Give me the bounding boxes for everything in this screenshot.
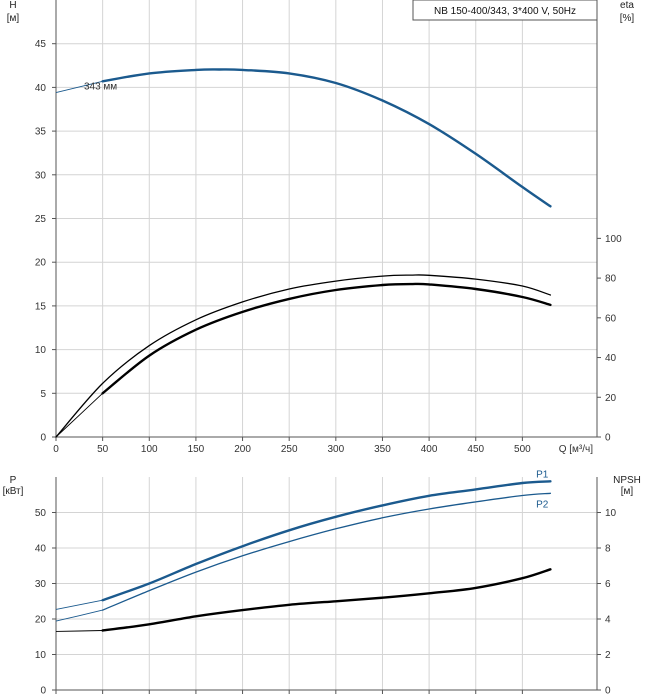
series-line-extension [55,599,103,610]
x-tick-label: 250 [281,444,298,455]
series-0-0: 343 мм [55,68,552,208]
left-tick-label: 20 [35,615,47,626]
right-tick-label: 0 [605,686,611,697]
left-tick-label: 10 [35,650,47,661]
title-frame [412,0,598,21]
right-tick-label: 6 [605,579,611,590]
x-tick-label: 450 [467,444,484,455]
right-axis-unit: [м] [621,486,634,497]
series-1-0: P1 [55,469,552,610]
series-1-1: P2 [55,492,552,622]
right-tick-label: 8 [605,544,611,555]
right-tick-label: 60 [605,313,617,324]
left-tick-label: 15 [35,301,47,312]
left-tick-label: 45 [35,39,47,50]
left-tick-label: 10 [35,345,47,356]
x-axis-label: Q [м³/ч] [559,444,594,455]
x-tick-label: 100 [141,444,158,455]
series-1-2 [55,568,552,632]
series-line-extension [55,392,103,438]
series-line-extension [55,609,103,622]
series-0-2 [55,282,552,438]
right-axis-unit: [%] [620,13,635,24]
series-line-extension [55,80,103,94]
power-npsh-panel: 0 10 20 30 40 50 0 2 4 6 8 10 P[кВт] NPSH[м] P1 P2 [3,469,641,696]
left-axis-unit: [кВт] [3,486,24,497]
left-axis-unit: [м] [7,13,20,24]
left-axis-title: H [9,0,16,11]
left-tick-label: 30 [35,170,47,181]
series-label: P1 [536,469,549,480]
left-tick-label: 50 [35,508,47,519]
series-line-extension [55,630,103,632]
right-tick-label: 20 [605,393,617,404]
left-tick-label: 5 [40,389,46,400]
left-tick-label: 40 [35,83,47,94]
x-tick-label: 200 [234,444,251,455]
curve-annotation: 343 мм [84,82,117,93]
left-tick-label: 0 [40,433,46,444]
series-line [101,492,552,611]
right-tick-label: 2 [605,650,611,661]
series-line [101,568,552,632]
left-tick-label: 25 [35,214,47,225]
left-tick-label: 0 [40,686,46,697]
left-tick-label: 30 [35,579,47,590]
series-label: P2 [536,499,549,510]
x-tick-label: 500 [514,444,531,455]
right-tick-label: 40 [605,353,617,364]
left-tick-label: 20 [35,258,47,269]
x-tick-label: 400 [421,444,438,455]
right-tick-label: 0 [605,433,611,444]
right-tick-label: 4 [605,615,611,626]
left-axis-title: P [10,475,17,486]
x-tick-label: 300 [327,444,344,455]
chart-title-box: NB 150-400/343, 3*400 V, 50Hz [412,0,598,21]
left-tick-label: 35 [35,127,47,138]
right-axis-title: eta [620,0,634,11]
right-tick-label: 10 [605,508,617,519]
x-tick-label: 350 [374,444,391,455]
series-line [101,68,552,208]
left-tick-label: 40 [35,544,47,555]
right-tick-label: 80 [605,274,617,285]
chart-title: NB 150-400/343, 3*400 V, 50Hz [434,6,576,17]
x-tick-label: 0 [53,444,59,455]
x-tick-label: 50 [97,444,109,455]
series-line [55,274,552,438]
series-line [101,282,552,395]
x-tick-label: 150 [188,444,205,455]
series-0-1 [55,274,552,438]
right-tick-label: 100 [605,234,622,245]
series-line [101,480,552,602]
right-axis-title: NPSH [613,475,641,486]
